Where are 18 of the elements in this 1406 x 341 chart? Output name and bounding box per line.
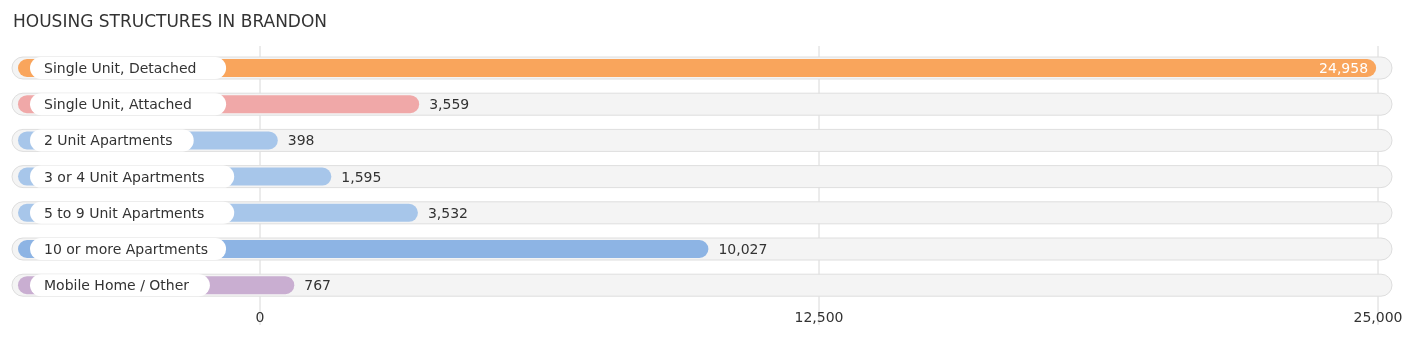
y-tick-label: Single Unit, Detached xyxy=(44,60,197,76)
data-label: 767 xyxy=(304,277,332,294)
chart-title: HOUSING STRUCTURES IN BRANDON xyxy=(13,11,328,31)
data-label: 1,595 xyxy=(341,168,382,185)
data-label: 24,958 xyxy=(1319,60,1369,76)
y-tick-label: 10 or more Apartments xyxy=(44,241,208,257)
y-tick-label: Mobile Home / Other xyxy=(44,277,190,294)
y-tick-label: 2 Unit Apartments xyxy=(44,132,173,149)
y-tick-label: Single Unit, Attached xyxy=(44,96,192,113)
x-tick-label: 12,500 xyxy=(794,309,844,325)
data-label: 10,027 xyxy=(718,241,768,257)
data-label: 398 xyxy=(287,132,315,149)
y-tick-label: 3 or 4 Unit Apartments xyxy=(44,168,205,185)
x-tick-label: 0 xyxy=(255,309,265,325)
data-label: 3,532 xyxy=(427,204,469,221)
y-tick-label: 5 to 9 Unit Apartments xyxy=(44,204,205,221)
data-label: 3,559 xyxy=(429,96,470,113)
x-tick-label: 25,000 xyxy=(1353,309,1403,325)
